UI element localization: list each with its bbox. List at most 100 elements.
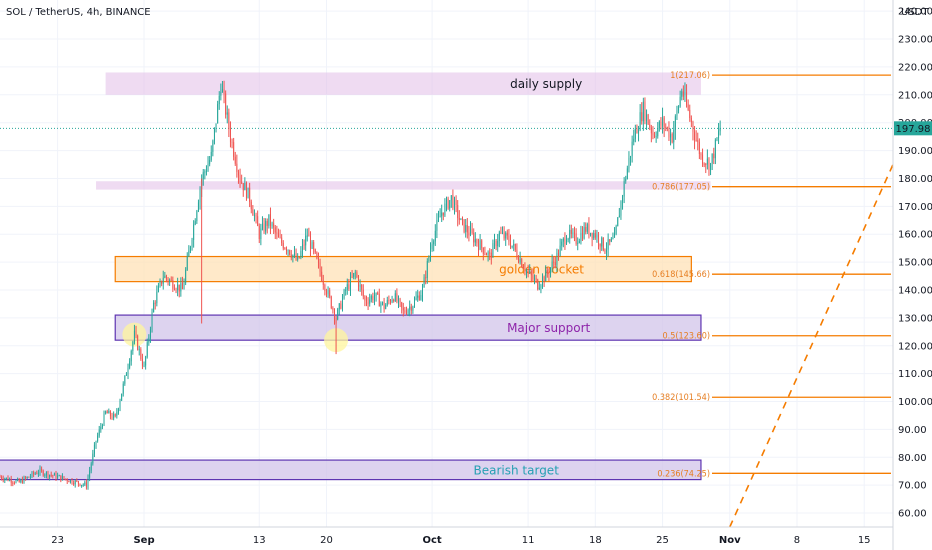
candle-body (639, 112, 641, 131)
candle-body (604, 249, 606, 253)
candle-body (12, 482, 14, 484)
candle-body (247, 187, 249, 199)
candle-body (375, 292, 377, 296)
candle-body (197, 202, 199, 212)
candle-body (366, 300, 367, 303)
candle-body (652, 133, 654, 136)
candle-body (617, 217, 619, 227)
candle-body (311, 242, 313, 249)
candle-body (634, 128, 636, 139)
zone-label-golden-pocket: golden pocket (499, 263, 584, 277)
candle-body (321, 271, 323, 281)
candle-body (417, 295, 419, 298)
symbol-label[interactable]: SOL / TetherUS, 4h, BINANCE (6, 7, 151, 18)
candle-body (714, 139, 716, 159)
candle-body (183, 282, 185, 290)
candle-body (162, 277, 164, 284)
candle-body (567, 238, 569, 241)
candle-body (85, 482, 87, 488)
candle-body (154, 302, 156, 304)
candle-body (393, 300, 395, 302)
candle-body (401, 302, 403, 308)
candle-body (530, 271, 532, 276)
candle-body (287, 250, 289, 252)
candle-body (473, 232, 475, 243)
candle-body (113, 414, 115, 419)
candle-body (124, 375, 126, 384)
candle-body (548, 273, 550, 275)
candle-body (322, 280, 324, 285)
candle-body (34, 473, 36, 475)
candle-body (489, 252, 491, 254)
candle-body (633, 138, 635, 142)
candle-body (646, 114, 648, 122)
candle-body (290, 254, 292, 258)
candle-body (181, 283, 183, 290)
candle-body (457, 204, 459, 219)
candle-body (188, 250, 190, 257)
candle-body (410, 306, 412, 311)
candle-body (298, 257, 300, 259)
candle-body (665, 127, 667, 129)
candle-body (68, 481, 70, 483)
candle-body (313, 242, 315, 250)
time-tick-label: 11 (522, 535, 535, 546)
candle-body (36, 473, 38, 475)
candle-body (647, 114, 649, 125)
candle-body (220, 91, 222, 96)
candle-body (42, 470, 44, 476)
candle-body (87, 477, 89, 488)
candle-body (209, 159, 211, 165)
candle-body (391, 300, 393, 303)
candle-body (149, 329, 151, 338)
candle-body (553, 261, 555, 263)
candle-body (372, 296, 374, 301)
candle-body (426, 261, 428, 278)
candle-body (423, 277, 425, 288)
candle-body (385, 304, 387, 309)
candle-body (345, 289, 347, 291)
candle-body (213, 127, 215, 141)
candle-body (631, 141, 633, 157)
candle-body (324, 284, 326, 291)
candle-body (329, 290, 331, 297)
candle-body (450, 195, 452, 201)
candle-body (58, 475, 60, 477)
candle-body (415, 297, 417, 300)
candle-body (698, 141, 700, 155)
candle-body (518, 257, 519, 263)
candle-body (494, 240, 495, 244)
fib-levels: 1(217.06) 0.786(177.05) 0.618(145.66) 0.5(1… (652, 71, 891, 479)
zones: daily supply golden pocket Major support Be… (0, 72, 711, 481)
candle-body (105, 411, 107, 414)
candle-body (297, 257, 299, 260)
candle-body (351, 276, 353, 278)
candle-body (93, 444, 95, 454)
candle-body (702, 154, 704, 164)
candle-body (495, 240, 497, 247)
currency-label[interactable]: USDT (901, 7, 929, 18)
candle-body (285, 248, 287, 251)
candle-body (21, 479, 23, 483)
candle-body (671, 133, 673, 143)
candle-body (125, 374, 127, 376)
candle-body (108, 411, 110, 414)
candle-body (41, 468, 43, 471)
price-tick-label: 90.00 (898, 425, 927, 436)
candle-body (137, 335, 139, 350)
candle-body (689, 109, 691, 119)
candle-body (422, 287, 423, 296)
candle-body (710, 163, 712, 171)
price-tick-label: 240.00 (898, 7, 932, 18)
price-tick-label: 60.00 (898, 509, 927, 520)
candle-body (484, 253, 486, 255)
candle-body (340, 303, 342, 309)
candle-body (354, 272, 356, 274)
candle-body (266, 221, 268, 226)
candle-body (542, 276, 544, 286)
zone-supply-thin (96, 181, 711, 190)
candle-body (151, 312, 153, 330)
candle-body (84, 482, 86, 485)
candle-body (228, 112, 230, 130)
